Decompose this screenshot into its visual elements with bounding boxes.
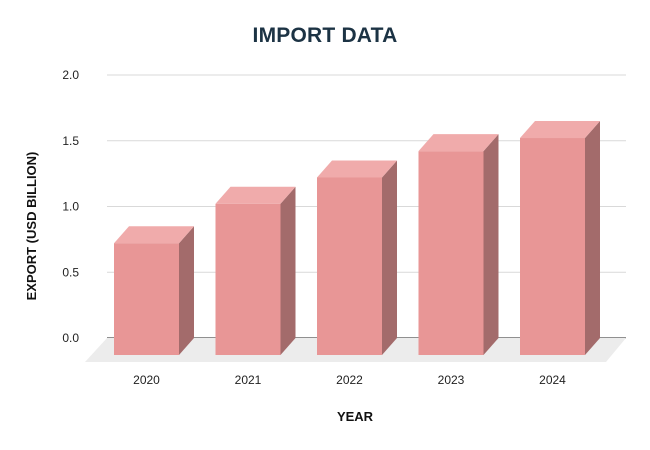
- x-axis-ticks: 2020 2021 2022 2023 2024: [133, 373, 566, 387]
- bars: [114, 121, 600, 356]
- bar-side: [179, 226, 194, 355]
- x-tick-label: 2021: [235, 373, 262, 387]
- bar-2024: [520, 121, 600, 356]
- bar-side: [585, 121, 600, 356]
- chart-title: IMPORT DATA: [252, 24, 398, 47]
- bar-front: [114, 243, 179, 355]
- y-axis-label: EXPORT (USD BILLION): [24, 152, 39, 301]
- bar-front: [317, 177, 382, 355]
- y-tick-label: 1.0: [62, 200, 79, 214]
- x-tick-label: 2024: [539, 373, 566, 387]
- bar-top: [520, 121, 600, 139]
- y-tick-label: 1.5: [62, 134, 79, 148]
- bar-top: [215, 186, 296, 204]
- bar-2020: [114, 226, 194, 355]
- bar-side: [280, 186, 296, 355]
- bar-side: [483, 134, 499, 355]
- x-tick-label: 2022: [336, 373, 363, 387]
- bar-top: [317, 160, 397, 178]
- bar-front: [520, 138, 585, 355]
- bar-top: [114, 226, 194, 244]
- x-tick-label: 2023: [438, 373, 465, 387]
- bar-side: [382, 160, 397, 355]
- x-axis-label: YEAR: [337, 409, 374, 424]
- bar-2022: [317, 160, 397, 355]
- bar-top: [418, 134, 499, 152]
- bar-2023: [418, 134, 499, 355]
- y-tick-label: 0.5: [62, 265, 79, 279]
- bar-front: [215, 203, 281, 355]
- y-tick-label: 0.0: [62, 331, 79, 345]
- bar-2021: [215, 186, 296, 355]
- bar-front: [418, 151, 484, 355]
- y-tick-label: 2.0: [62, 68, 79, 82]
- x-tick-label: 2020: [133, 373, 160, 387]
- y-axis-ticks: 0.0 0.5 1.0 1.5 2.0: [62, 68, 79, 345]
